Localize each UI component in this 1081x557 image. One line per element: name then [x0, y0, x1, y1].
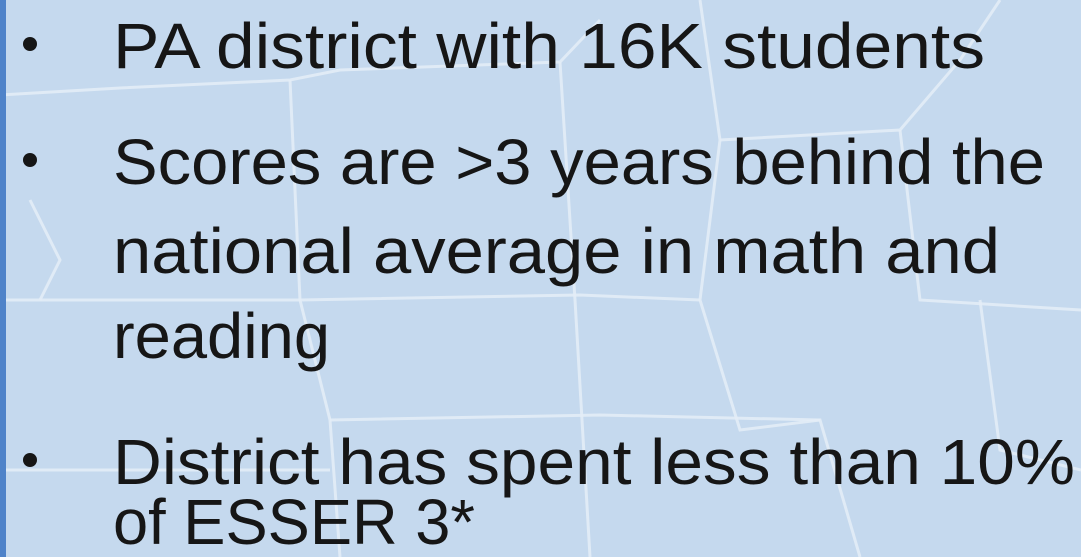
- bullet-text: of ESSER 3*: [113, 486, 475, 557]
- bullet-list: PA district with 16K students Scores are…: [23, 10, 1075, 557]
- bullet-text: PA district with 16K students: [113, 10, 985, 82]
- bullet-dot: [23, 453, 37, 467]
- bullet-dot: [23, 37, 37, 51]
- bullet-dot: [23, 153, 37, 167]
- bullet-text: Scores are >3 years behind the: [113, 126, 1045, 198]
- bullet-text: national average in math and: [113, 215, 1000, 287]
- bullet-text: District has spent less than 10%: [113, 426, 1075, 498]
- bullet-text: reading: [113, 300, 330, 372]
- left-edge: [0, 0, 6, 557]
